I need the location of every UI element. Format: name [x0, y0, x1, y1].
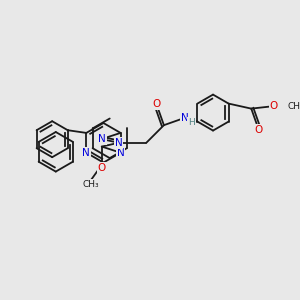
Text: CH₃: CH₃: [288, 102, 300, 111]
Text: N: N: [182, 112, 189, 123]
Text: CH₃: CH₃: [82, 180, 99, 189]
Text: H: H: [188, 118, 195, 127]
Text: O: O: [270, 101, 278, 111]
Text: O: O: [255, 125, 263, 135]
Text: N: N: [117, 148, 124, 158]
Text: O: O: [152, 99, 160, 109]
Text: N: N: [98, 134, 106, 144]
Text: N: N: [82, 148, 90, 158]
Text: O: O: [98, 163, 106, 173]
Text: N: N: [115, 138, 122, 148]
